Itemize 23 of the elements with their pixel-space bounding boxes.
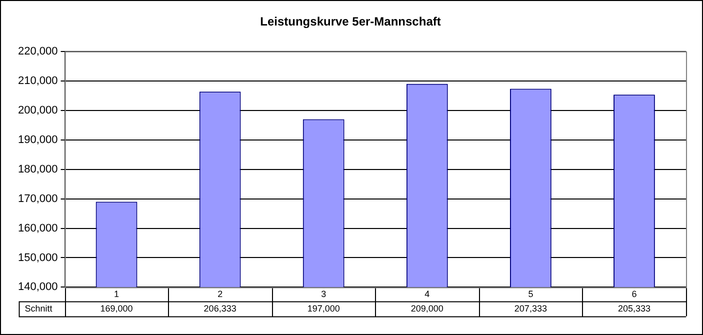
chart-title: Leistungskurve 5er-Mannschaft bbox=[260, 14, 441, 29]
y-tick-label: 140,000 bbox=[18, 281, 58, 294]
x-tick-label: 4 bbox=[424, 289, 430, 300]
y-tick-label: 150,000 bbox=[18, 252, 58, 264]
data-label: 209,000 bbox=[410, 304, 444, 314]
x-tick-label: 1 bbox=[114, 289, 120, 300]
y-tick-label: 210,000 bbox=[18, 74, 58, 87]
x-tick-label: 2 bbox=[218, 289, 223, 300]
data-label: 206,333 bbox=[204, 304, 236, 314]
x-tick-label: 3 bbox=[321, 289, 326, 300]
y-tick-label: 180,000 bbox=[18, 163, 58, 176]
y-tick-label: 220,000 bbox=[18, 45, 58, 58]
x-tick-label: 6 bbox=[632, 289, 637, 300]
y-tick-label: 190,000 bbox=[18, 134, 58, 146]
x-tick-label: 5 bbox=[528, 289, 534, 300]
y-tick-label: 160,000 bbox=[18, 222, 58, 234]
text: Schnitt bbox=[24, 304, 53, 314]
data-label: 169,000 bbox=[100, 304, 133, 314]
data-label: 197,000 bbox=[307, 304, 340, 314]
y-tick-label: 200,000 bbox=[18, 104, 58, 116]
data-label: 207,333 bbox=[514, 304, 547, 314]
y-tick-label: 170,000 bbox=[18, 192, 58, 205]
data-label: 205,333 bbox=[618, 304, 651, 314]
